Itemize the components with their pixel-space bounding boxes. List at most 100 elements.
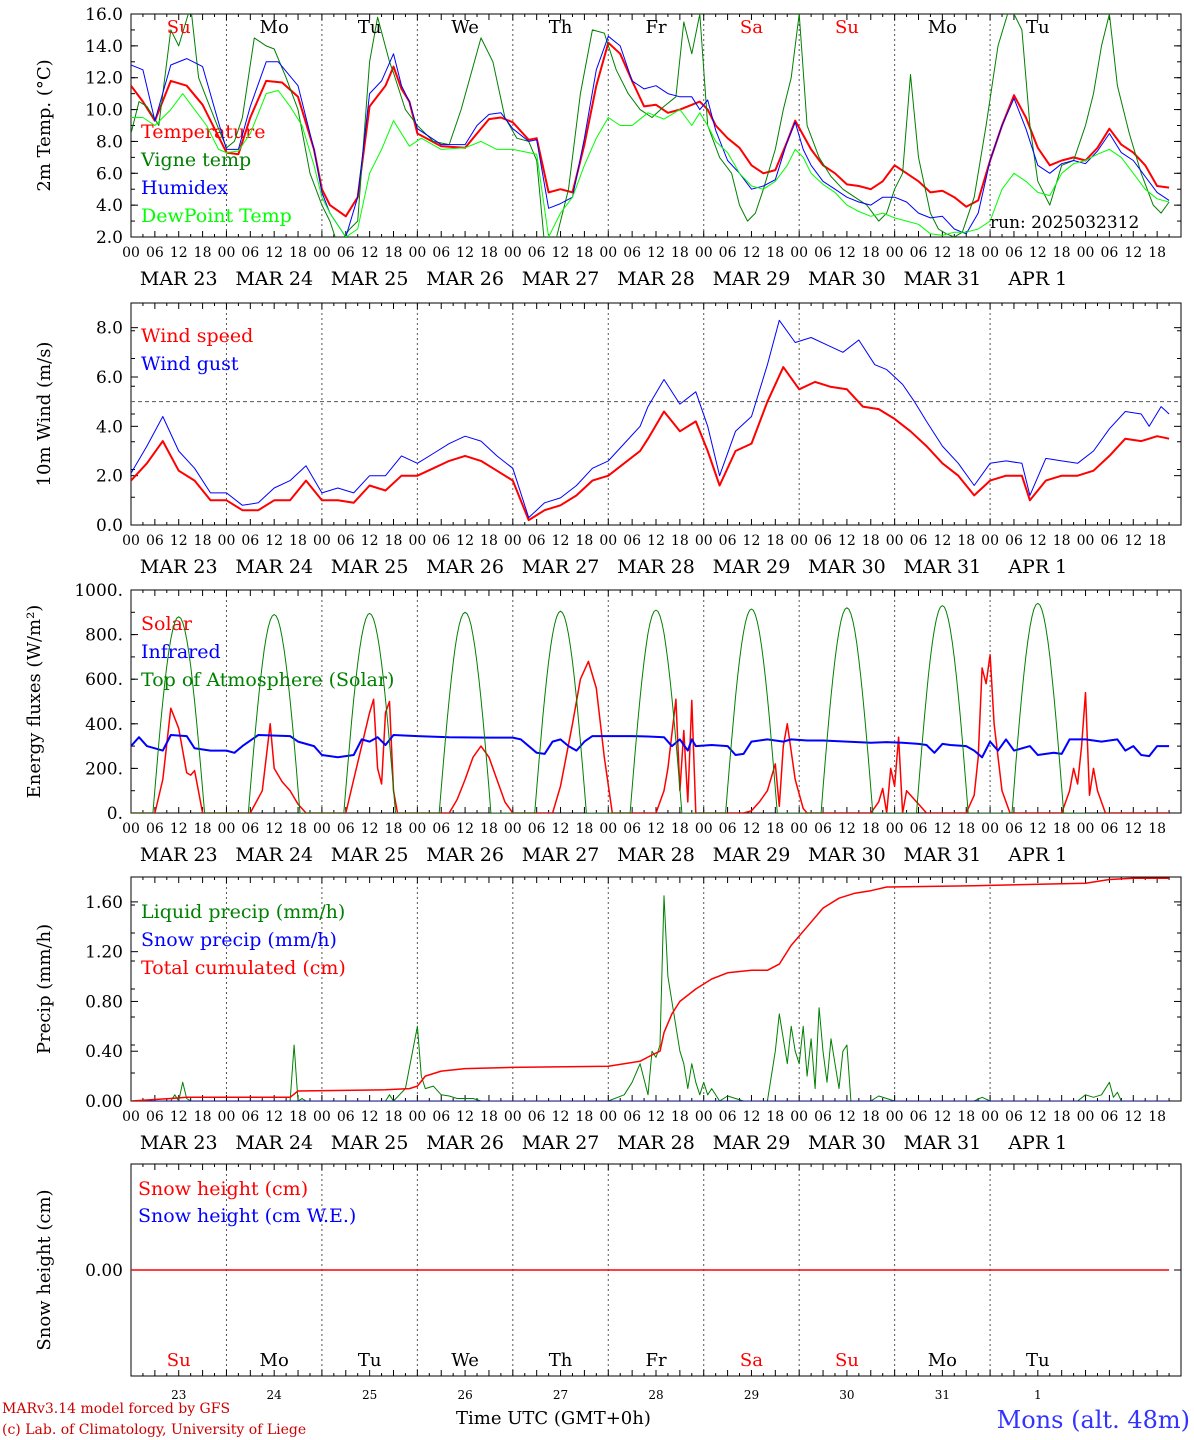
series-line-liquid-precip-mm-h- [131, 895, 1170, 1101]
hour-tick-label: 18 [957, 245, 975, 261]
hour-tick-label: 06 [146, 821, 164, 837]
hour-tick-label: 18 [671, 1109, 689, 1125]
hour-tick-label: 12 [265, 821, 283, 837]
hour-tick-label: 00 [981, 533, 999, 549]
date-label: MAR 24 [235, 1132, 313, 1154]
weekday-label: Tu [1026, 1350, 1050, 1371]
hour-tick-label: 06 [719, 1109, 737, 1125]
hour-tick-label: 18 [1053, 245, 1071, 261]
hour-tick-label: 12 [552, 1109, 570, 1125]
series-line-wind-speed [131, 366, 1170, 522]
hour-tick-label: 12 [170, 245, 188, 261]
y-tick-label: 200. [85, 759, 123, 779]
hour-tick-label: 18 [194, 245, 212, 261]
date-label: MAR 27 [522, 844, 600, 866]
date-label: MAR 24 [235, 844, 313, 866]
hour-tick-label: 00 [599, 821, 617, 837]
hour-tick-label: 18 [671, 533, 689, 549]
hour-tick-label: 18 [575, 533, 593, 549]
hour-tick-label: 18 [862, 1109, 880, 1125]
date-label: MAR 25 [331, 1132, 409, 1154]
y-tick-label: 6.0 [96, 368, 123, 388]
legend-entry: Total cumulated (cm) [141, 957, 346, 979]
hour-tick-label: 06 [337, 1109, 355, 1125]
hour-tick-label: 12 [1029, 533, 1047, 549]
panel-snow: 0.00 Snow height (cm) Snow height (cm) Snow… [34, 1163, 1182, 1402]
y-tick-label: 12.0 [85, 69, 123, 89]
hour-tick-label: 06 [241, 821, 259, 837]
hour-tick-label: 06 [1100, 1109, 1118, 1125]
hour-tick-label: 06 [719, 245, 737, 261]
weekday-label: Tu [358, 1350, 382, 1371]
hour-tick-label: 18 [480, 1109, 498, 1125]
y-tick-label: 1.20 [85, 943, 123, 963]
legend-entry: Liquid precip (mm/h) [141, 901, 345, 923]
hour-tick-label: 12 [838, 245, 856, 261]
panel-energy: 0. 200. 400. 600. 800. 1000. Energy fluxes (W/… [24, 581, 1182, 866]
hour-tick-label: 18 [289, 533, 307, 549]
hour-tick-label: 06 [1100, 821, 1118, 837]
date-label: MAR 30 [808, 268, 886, 290]
day-number-label: 27 [553, 1388, 568, 1402]
y-tick-label: 8.0 [96, 132, 123, 152]
hour-tick-label: 18 [385, 821, 403, 837]
date-label: APR 1 [1007, 268, 1067, 290]
day-number-label: 1 [1034, 1388, 1042, 1402]
hour-tick-label: 00 [981, 1109, 999, 1125]
hour-tick-label: 18 [766, 533, 784, 549]
y-tick-label: 16.0 [85, 5, 123, 25]
hour-tick-label: 12 [1124, 1109, 1142, 1125]
hour-tick-label: 06 [1005, 1109, 1023, 1125]
date-label: MAR 24 [235, 556, 313, 578]
date-label: MAR 29 [713, 1132, 791, 1154]
legend-entry: Vigne temp [140, 149, 251, 171]
hour-tick-label: 12 [1124, 821, 1142, 837]
hour-tick-label: 18 [957, 1109, 975, 1125]
weekday-label: Th [549, 17, 573, 38]
legend-entry: Top of Atmosphere (Solar) [141, 669, 394, 691]
legend-entry: Snow height (cm W.E.) [138, 1205, 356, 1227]
hour-tick-label: 12 [647, 245, 665, 261]
date-label: MAR 30 [808, 556, 886, 578]
series-line-infrared [131, 734, 1170, 759]
hour-tick-label: 06 [432, 1109, 450, 1125]
hour-tick-label: 12 [933, 533, 951, 549]
legend-entry: Solar [141, 613, 193, 635]
hour-tick-label: 12 [838, 1109, 856, 1125]
hour-tick-label: 18 [1053, 533, 1071, 549]
hour-tick-label: 06 [1005, 821, 1023, 837]
hour-tick-label: 18 [1148, 245, 1166, 261]
y-tick-label: 600. [85, 670, 123, 690]
hour-tick-label: 00 [790, 821, 808, 837]
date-label: MAR 23 [140, 1132, 218, 1154]
hour-tick-label: 18 [480, 533, 498, 549]
weekday-label: Su [167, 17, 191, 38]
hour-tick-label: 06 [910, 245, 928, 261]
day-number-label: 28 [648, 1388, 663, 1402]
series-line-vigne-temp [131, 14, 1170, 237]
series-line-solar [131, 653, 1170, 813]
station-label: Mons (alt. 48m) [997, 1406, 1190, 1434]
hour-tick-label: 12 [456, 1109, 474, 1125]
date-label: MAR 23 [140, 556, 218, 578]
day-number-label: 26 [457, 1388, 472, 1402]
hour-tick-label: 12 [743, 1109, 761, 1125]
hour-tick-label: 06 [146, 533, 164, 549]
hour-tick-label: 18 [480, 821, 498, 837]
hour-tick-label: 12 [170, 1109, 188, 1125]
y-tick-label: 14.0 [85, 37, 123, 57]
hour-tick-label: 06 [528, 821, 546, 837]
hour-tick-label: 12 [743, 821, 761, 837]
hour-tick-label: 12 [647, 1109, 665, 1125]
hour-tick-label: 12 [1029, 245, 1047, 261]
weekday-label: We [451, 17, 479, 38]
date-label: MAR 23 [140, 844, 218, 866]
y-tick-label: 10.0 [85, 101, 123, 121]
hour-tick-label: 06 [241, 245, 259, 261]
weekday-label: Th [549, 1350, 573, 1371]
series-line-top-of-atmosphere-solar- [131, 602, 1086, 813]
weekday-label: Su [835, 1350, 859, 1371]
hour-tick-label: 00 [504, 1109, 522, 1125]
hour-tick-label: 12 [361, 1109, 379, 1125]
hour-tick-label: 00 [599, 533, 617, 549]
